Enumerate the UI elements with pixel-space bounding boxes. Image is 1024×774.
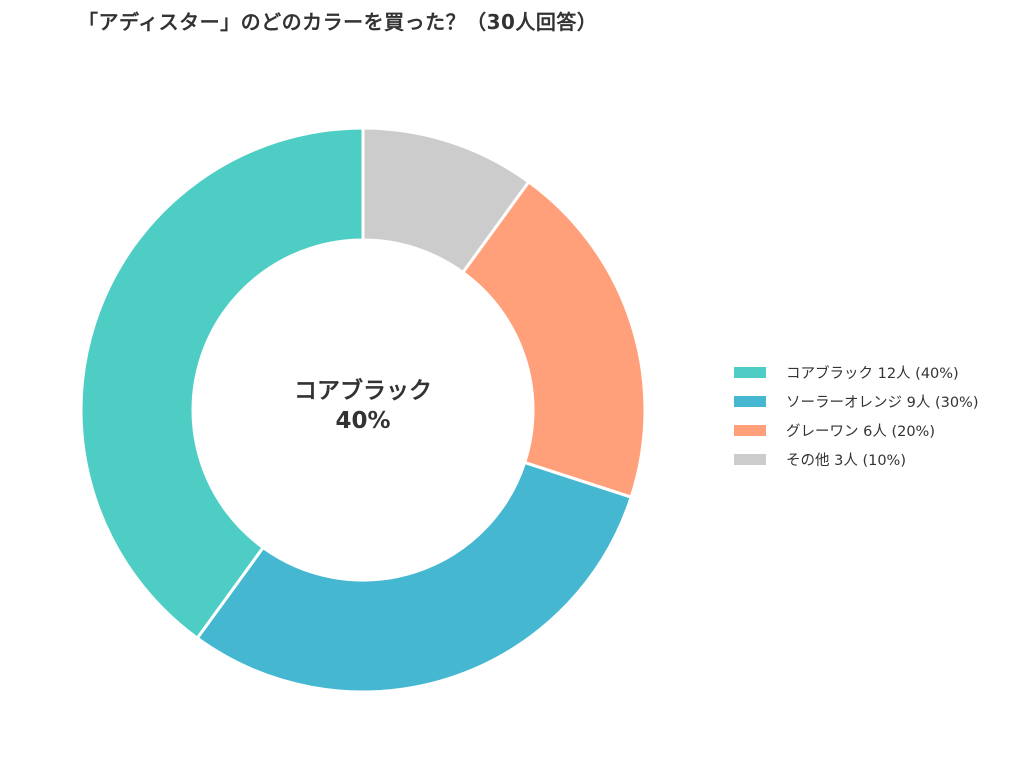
legend-label: グレーワン 6人 (20%) [786,424,935,440]
legend-swatch [734,425,766,436]
legend-item-grey-one: グレーワン 6人 (20%) [734,416,979,445]
legend-swatch [734,454,766,465]
center-annotation: コアブラック 40% [263,376,463,436]
legend-label: ソーラーオレンジ 9人 (30%) [786,395,979,411]
legend-item-solar-orange: ソーラーオレンジ 9人 (30%) [734,387,979,416]
legend: コアブラック 12人 (40%) ソーラーオレンジ 9人 (30%) グレーワン… [734,358,979,474]
legend-swatch [734,396,766,407]
slice-core-black [79,126,365,641]
legend-item-other: その他 3人 (10%) [734,445,979,474]
legend-item-core-black: コアブラック 12人 (40%) [734,358,979,387]
slice-grey-one [460,179,647,500]
center-category-name: コアブラック [294,378,432,404]
slice-solar-orange [195,460,634,694]
legend-swatch [734,367,766,378]
donut-slices [79,126,647,694]
chart-title: 「アディスター」のどのカラーを買った？（30人回答） [78,10,598,34]
legend-label: コアブラック 12人 (40%) [786,366,959,382]
legend-label: その他 3人 (10%) [786,453,906,469]
center-percent: 40% [335,408,391,434]
